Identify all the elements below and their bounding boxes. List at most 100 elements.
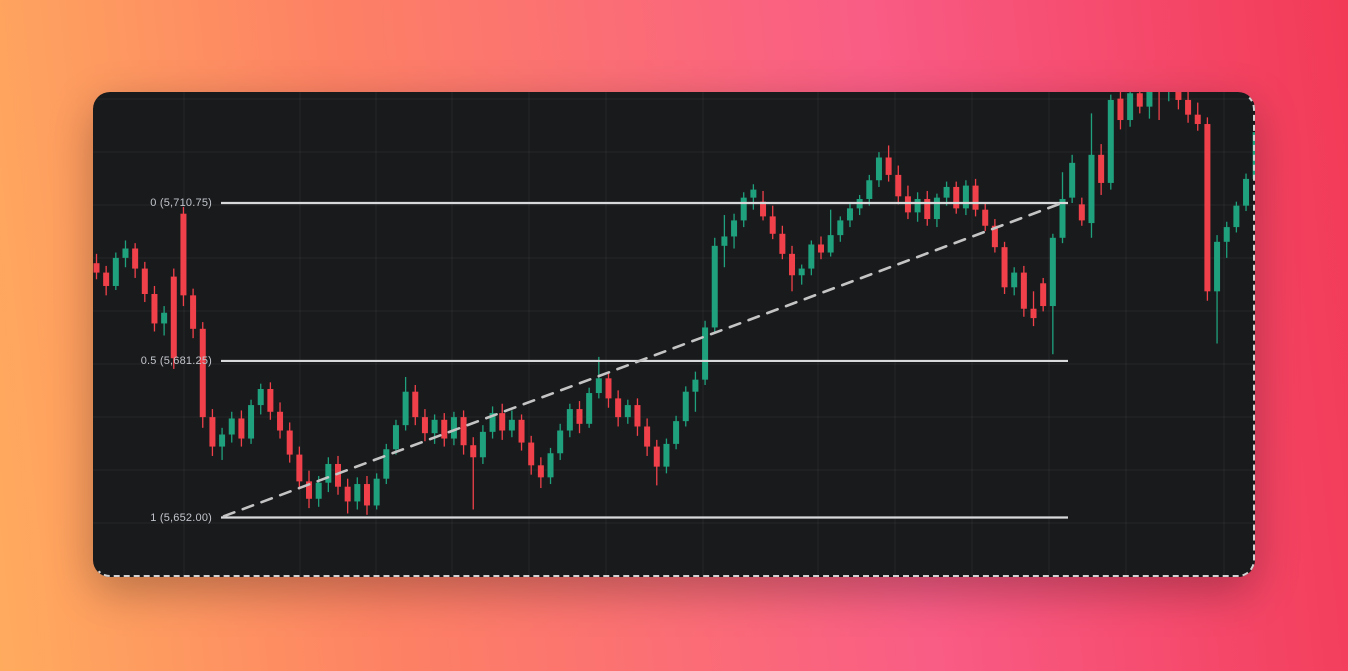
candle — [895, 165, 902, 205]
candle — [122, 240, 129, 268]
candle — [682, 386, 689, 427]
trend-line[interactable] — [222, 201, 1064, 518]
candle — [383, 443, 390, 485]
candle-body-down — [132, 248, 139, 269]
candle-body-up — [692, 379, 699, 392]
candle — [373, 473, 380, 510]
candle — [528, 435, 535, 475]
candle-body-up — [866, 180, 873, 199]
candle-body-up — [219, 434, 226, 447]
candle — [769, 205, 776, 240]
candle — [634, 398, 641, 436]
candle-body-up — [257, 389, 264, 406]
candle-body-down — [286, 430, 293, 455]
candle-body-up — [557, 430, 564, 454]
candle-body-up — [1127, 93, 1134, 121]
candlestick-chart[interactable] — [93, 92, 1255, 577]
candle-body-up — [228, 418, 235, 435]
candle — [170, 268, 177, 369]
candle-body-up — [721, 236, 728, 246]
candle — [537, 457, 544, 489]
candle-body-down — [441, 419, 448, 439]
candle-body-up — [112, 257, 119, 286]
candle-body-up — [962, 185, 969, 209]
candle — [856, 194, 863, 216]
candle-body-down — [267, 389, 274, 412]
candle — [402, 376, 409, 431]
candle — [924, 190, 931, 226]
candle — [286, 422, 293, 463]
candle-body-down — [170, 276, 177, 359]
candle — [1168, 92, 1170, 102]
candle-body-up — [1214, 241, 1221, 292]
candle-body-up — [837, 220, 844, 236]
candle — [789, 245, 796, 292]
candle — [161, 306, 168, 336]
fib-level-label-1: 0.5 (5,681.25) — [140, 354, 212, 367]
candle-body-down — [306, 481, 313, 499]
candle — [1107, 94, 1114, 190]
candle-body-down — [1117, 98, 1124, 121]
candle-body-down — [537, 465, 544, 478]
candle — [441, 413, 448, 447]
candle-body-down — [1136, 93, 1143, 107]
candle-body-up — [1069, 162, 1076, 198]
candle — [209, 409, 216, 456]
candle-body-down — [1204, 124, 1211, 292]
candle-body-up — [1252, 132, 1255, 179]
candle-body-up — [586, 393, 593, 424]
candle-body-down — [93, 263, 100, 273]
candle-body-down — [615, 398, 622, 418]
candle — [740, 192, 747, 228]
candle-body-down — [238, 418, 245, 439]
candle-body-down — [460, 417, 467, 446]
candle-body-down — [1078, 204, 1085, 221]
candle — [624, 399, 631, 424]
candle — [1030, 291, 1037, 327]
candle — [1040, 277, 1047, 312]
candle-body-down — [518, 419, 525, 443]
candle — [132, 243, 139, 278]
candle-body-down — [277, 411, 284, 431]
candle-body-up — [663, 443, 670, 467]
candle-body-down — [344, 486, 351, 502]
candle — [605, 371, 612, 408]
candle — [875, 152, 882, 187]
candle — [692, 371, 699, 412]
candle-body-up — [315, 482, 322, 499]
candle — [1059, 172, 1066, 244]
candle — [673, 415, 680, 450]
candle-body-up — [122, 248, 129, 258]
candle-body-down — [760, 201, 767, 217]
candle-body-down — [1185, 99, 1192, 115]
candle-body-up — [711, 245, 718, 328]
candle — [933, 193, 940, 228]
candle — [702, 320, 709, 386]
candle-body-down — [818, 244, 824, 253]
candle-body-up — [383, 449, 390, 479]
candle-body-up — [354, 484, 361, 502]
candle-body-up — [1059, 198, 1066, 238]
candle-body-down — [180, 213, 187, 296]
candle-body-down — [1001, 247, 1008, 288]
candle-body-up — [846, 208, 853, 221]
candle — [595, 356, 602, 399]
candle — [103, 265, 110, 296]
candle-body-up — [325, 463, 332, 483]
candle — [238, 410, 245, 447]
candle — [1049, 233, 1056, 355]
candle-body-up — [731, 220, 738, 237]
candle-body-up — [431, 419, 438, 434]
candle — [1001, 241, 1008, 295]
candle-body-up — [702, 327, 709, 380]
candle — [1243, 173, 1250, 212]
candle — [460, 410, 467, 455]
candle — [296, 446, 303, 490]
candle — [199, 322, 206, 428]
candle-body-down — [644, 426, 651, 447]
candle — [470, 437, 477, 510]
candle — [112, 252, 119, 290]
candle — [1098, 144, 1105, 195]
candle-body-up — [624, 405, 631, 418]
candle — [1069, 154, 1076, 203]
